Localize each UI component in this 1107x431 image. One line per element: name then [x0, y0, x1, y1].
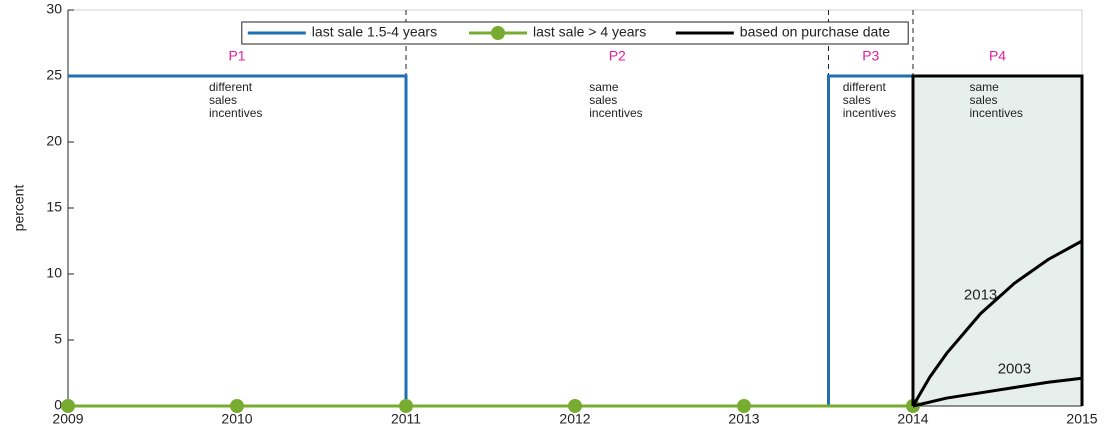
period-note: sales: [970, 93, 998, 107]
legend-label: last sale > 4 years: [533, 24, 646, 40]
curve-label: 2013: [964, 287, 997, 304]
curve-label: 2003: [998, 360, 1031, 377]
x-tick-label: 2009: [52, 411, 83, 427]
x-tick-label: 2013: [728, 411, 759, 427]
x-tick-label: 2014: [897, 411, 928, 427]
period-note: different: [209, 80, 253, 94]
period-note: sales: [589, 93, 617, 107]
shaded-region: [913, 76, 1082, 406]
period-label: P4: [989, 48, 1006, 64]
marker: [737, 399, 751, 413]
curve: [912, 376, 1083, 408]
period-label: P1: [228, 48, 245, 64]
marker: [230, 399, 244, 413]
legend-label: last sale 1.5-4 years: [312, 24, 437, 40]
y-tick-label: 25: [46, 67, 62, 83]
period-note: incentives: [843, 106, 896, 120]
x-tick-label: 2012: [559, 411, 590, 427]
x-tick-label: 2010: [221, 411, 252, 427]
curve: [911, 239, 1083, 407]
period-note: sales: [843, 93, 871, 107]
y-tick-label: 30: [46, 1, 62, 17]
x-tick-label: 2011: [391, 411, 421, 427]
period-label: P2: [609, 48, 626, 64]
period-note: different: [843, 80, 887, 94]
period-note: incentives: [970, 106, 1023, 120]
marker: [61, 399, 75, 413]
legend-marker: [491, 26, 505, 40]
period-note: sales: [209, 93, 237, 107]
period-note: incentives: [209, 106, 262, 120]
y-tick-label: 10: [46, 265, 62, 281]
legend-label: based on purchase date: [740, 24, 890, 40]
period-label: P3: [862, 48, 879, 64]
y-tick-label: 0: [54, 397, 62, 413]
y-tick-label: 20: [46, 133, 62, 149]
legend: last sale 1.5-4 years last sale > 4 years…: [241, 21, 909, 45]
marker: [568, 399, 582, 413]
y-tick-label: 5: [54, 331, 62, 347]
marker: [399, 399, 413, 413]
series-line: [68, 74, 913, 408]
x-tick-label: 2015: [1066, 411, 1097, 427]
period-note: incentives: [589, 106, 642, 120]
legend-box: [241, 21, 909, 45]
y-tick-label: 15: [46, 199, 62, 215]
period-note: same: [589, 80, 619, 94]
period-note: same: [970, 80, 1000, 94]
y-axis-label: percent: [11, 185, 27, 232]
